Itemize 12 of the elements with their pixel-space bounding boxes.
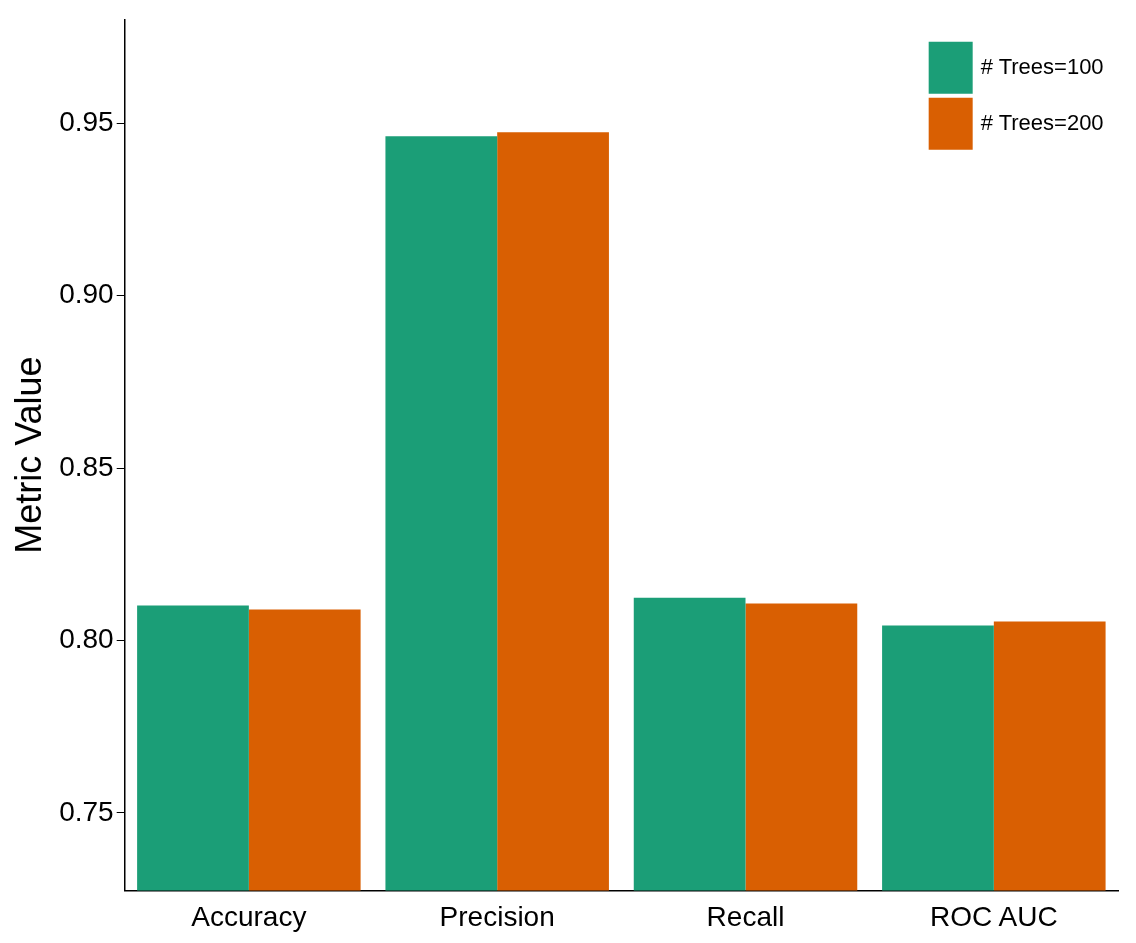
y-tick-label: 0.85 bbox=[59, 450, 114, 482]
x-tick-label: ROC AUC bbox=[930, 900, 1058, 932]
legend-label: # Trees=100 bbox=[980, 53, 1104, 79]
y-tick-label: 0.90 bbox=[59, 278, 114, 310]
legend-label: # Trees=200 bbox=[980, 109, 1104, 135]
y-tick-label: 0.75 bbox=[59, 795, 114, 827]
y-axis-title: Metric Value bbox=[7, 356, 49, 554]
y-tick-label: 0.95 bbox=[59, 105, 114, 137]
x-tick-label: Recall bbox=[706, 900, 785, 932]
x-tick-label: Accuracy bbox=[191, 900, 307, 932]
x-tick-label: Precision bbox=[439, 900, 555, 932]
y-tick-label: 0.80 bbox=[59, 623, 114, 655]
